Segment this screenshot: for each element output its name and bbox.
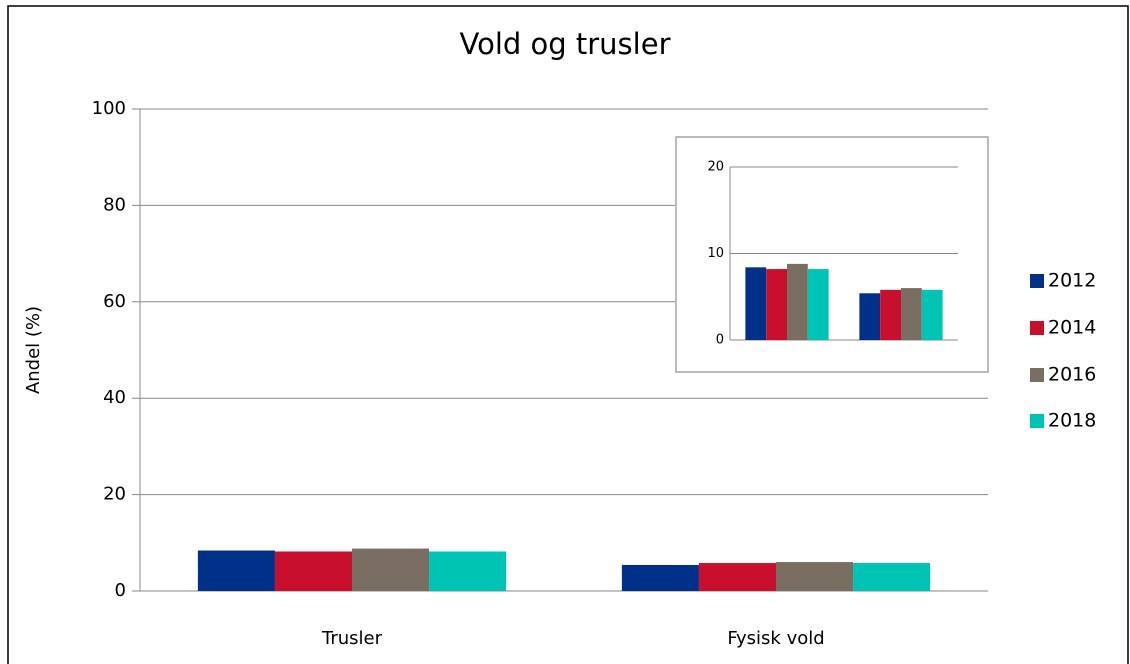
- y-tick-label: 80: [103, 194, 126, 215]
- bar: [197, 550, 275, 591]
- y-axis-label: Andel (%): [23, 306, 44, 394]
- bar: [776, 562, 854, 591]
- y-tick-label: 100: [92, 98, 126, 119]
- legend-label: 2016: [1048, 364, 1096, 386]
- bar: [621, 564, 699, 591]
- legend-swatch: [1030, 414, 1044, 428]
- y-tick-label: 10: [707, 246, 724, 261]
- bar: [787, 263, 808, 340]
- legend-swatch: [1030, 274, 1044, 288]
- chart-title: Vold og trusler: [460, 27, 671, 61]
- y-tick-label: 40: [103, 387, 126, 408]
- x-tick-label: Fysisk vold: [727, 628, 824, 649]
- x-tick-label: Trusler: [321, 628, 383, 649]
- bar: [921, 289, 943, 340]
- bar: [901, 288, 922, 340]
- y-tick-label: 0: [115, 580, 126, 601]
- bar: [352, 548, 430, 591]
- y-tick-label: 0: [716, 333, 724, 348]
- y-tick-label: 20: [707, 160, 724, 175]
- bar: [429, 551, 507, 591]
- bar: [880, 289, 901, 340]
- y-tick-label: 20: [103, 484, 126, 505]
- bar: [698, 563, 776, 591]
- bar: [853, 563, 931, 591]
- bar: [859, 293, 881, 340]
- legend-label: 2018: [1048, 410, 1096, 432]
- legend-label: 2012: [1048, 270, 1096, 292]
- bar: [274, 551, 352, 591]
- legend-label: 2014: [1048, 317, 1096, 339]
- bar: [766, 269, 787, 340]
- y-tick-label: 60: [103, 291, 126, 312]
- bar: [745, 267, 767, 340]
- legend-swatch: [1030, 368, 1044, 382]
- legend-swatch: [1030, 321, 1044, 335]
- bar: [807, 269, 829, 340]
